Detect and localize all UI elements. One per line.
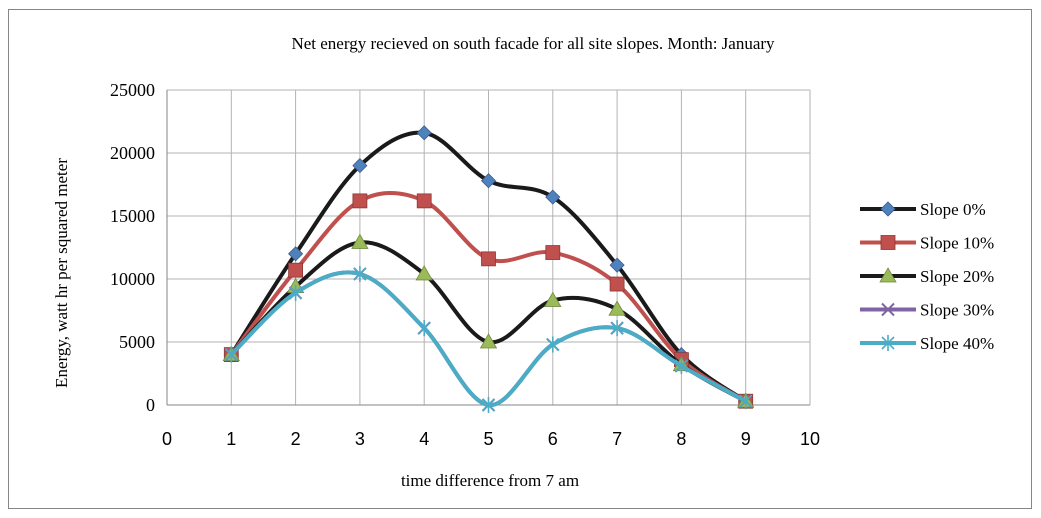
legend-item: Slope 0% [860, 200, 986, 219]
data-point [288, 262, 304, 278]
legend-marker [881, 302, 895, 317]
y-axis-label: Energy, watt hr per squared meter [52, 158, 71, 388]
data-point [480, 173, 497, 189]
data-point [674, 357, 688, 374]
x-tick-label: 2 [291, 429, 301, 449]
x-tick-label: 4 [419, 429, 429, 449]
x-tick-label: 1 [226, 429, 236, 449]
data-point [739, 393, 753, 410]
legend: Slope 0% Slope 10% Slope 20% Slope 30% Slope… [860, 200, 994, 353]
data-point [545, 245, 561, 260]
legend-marker [880, 235, 896, 250]
data-point [545, 189, 561, 205]
data-point [609, 276, 625, 292]
data-point [416, 193, 432, 209]
legend-marker [880, 201, 896, 217]
legend-label: Slope 10% [920, 234, 994, 253]
legend-item: Slope 30% [860, 301, 994, 320]
x-tick-label: 3 [355, 429, 365, 449]
x-tick-label: 7 [612, 429, 622, 449]
data-point [481, 397, 496, 413]
legend-item: Slope 40% [860, 334, 994, 353]
y-tick-label: 20000 [110, 143, 155, 163]
series-group [222, 125, 755, 413]
legend-marker [881, 335, 895, 351]
legend-item: Slope 20% [860, 267, 994, 286]
data-point [544, 291, 562, 307]
data-point [353, 265, 367, 282]
y-tick-label: 5000 [119, 332, 155, 352]
data-point [352, 193, 368, 209]
data-point [479, 333, 498, 349]
x-tick-label: 10 [800, 429, 820, 449]
data-point [416, 125, 432, 141]
data-point [608, 300, 626, 316]
x-tick-label: 9 [741, 429, 751, 449]
legend-item: Slope 10% [860, 234, 994, 253]
chart-title: Net energy recieved on south facade for … [291, 34, 775, 53]
data-point [481, 251, 496, 267]
data-point [288, 246, 304, 262]
data-point [609, 257, 625, 273]
tick-labels: 0 1 2 3 4 5 6 7 8 9 10 0 5000 10000 15000 20000 25000 [110, 80, 820, 449]
legend-label: Slope 40% [920, 334, 994, 353]
series-slope-20 [222, 233, 755, 408]
x-tick-label: 5 [483, 429, 493, 449]
data-point [415, 265, 433, 281]
y-tick-label: 25000 [110, 80, 155, 100]
y-tick-label: 0 [146, 395, 155, 415]
data-point [352, 158, 368, 174]
x-tick-label: 6 [548, 429, 558, 449]
data-point [417, 320, 431, 337]
data-point [289, 284, 303, 301]
gridlines [167, 89, 811, 405]
legend-label: Slope 0% [920, 200, 986, 219]
legend-marker [879, 267, 897, 283]
legend-label: Slope 20% [920, 267, 994, 286]
x-tick-label: 0 [162, 429, 172, 449]
data-point [610, 320, 624, 337]
series-slope-40 [224, 265, 753, 413]
legend-label: Slope 30% [920, 301, 994, 320]
x-tick-label: 8 [676, 429, 686, 449]
x-axis-label: time difference from 7 am [401, 471, 579, 490]
data-point [224, 346, 238, 363]
data-point [351, 233, 369, 249]
data-point [546, 336, 560, 353]
y-tick-label: 15000 [110, 206, 155, 226]
y-tick-label: 10000 [110, 269, 155, 289]
